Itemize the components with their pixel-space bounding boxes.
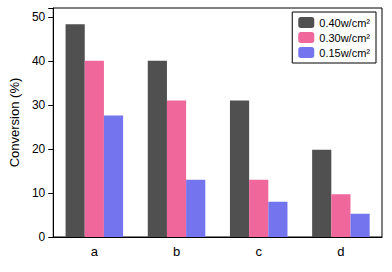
svg-text:0.40w/cm²: 0.40w/cm² [319, 17, 370, 29]
svg-text:Conversion (%): Conversion (%) [7, 78, 22, 168]
svg-text:d: d [337, 244, 344, 259]
svg-text:50: 50 [32, 10, 46, 24]
svg-text:b: b [173, 244, 180, 259]
svg-text:20: 20 [32, 142, 46, 156]
svg-text:10: 10 [32, 186, 46, 200]
svg-text:30: 30 [32, 98, 46, 112]
svg-text:40: 40 [32, 54, 46, 68]
svg-text:0: 0 [39, 230, 46, 244]
svg-text:a: a [91, 244, 99, 259]
svg-text:0.30w/cm²: 0.30w/cm² [319, 32, 370, 44]
svg-text:c: c [255, 244, 262, 259]
svg-text:0.15w/cm²: 0.15w/cm² [319, 47, 370, 59]
